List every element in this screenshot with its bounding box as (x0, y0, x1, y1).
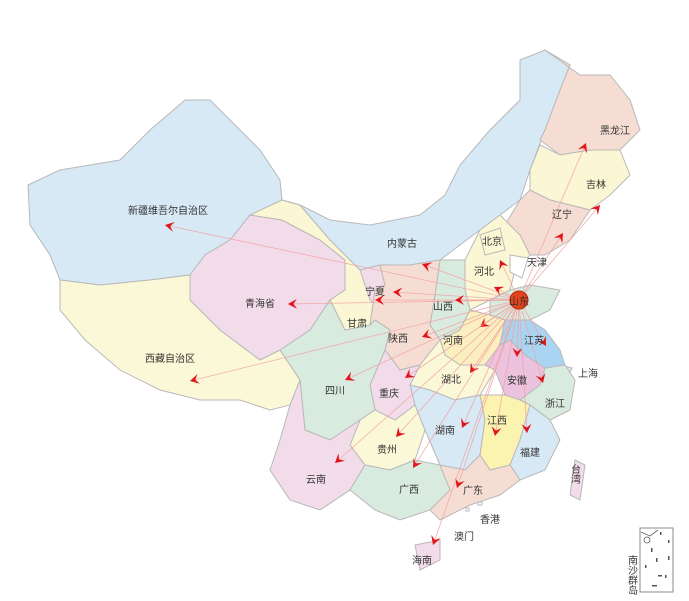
arrow-head-icon (422, 262, 433, 272)
province-label-hunan: 湖南 (435, 424, 455, 437)
province-label-xianggang: 香港 (480, 514, 500, 526)
province-label-chongqing: 重庆 (379, 387, 399, 400)
province-label-jiangxi: 江西 (487, 415, 507, 427)
arrow-head-icon (494, 286, 505, 296)
arrow-head-icon (521, 423, 532, 433)
province-label-hebei: 河北 (474, 266, 494, 278)
province-label-shanxi: 山西 (433, 301, 453, 313)
route-line (494, 299, 520, 437)
province-label-shanghai: 上海 (578, 367, 598, 380)
arrow-head-icon (288, 298, 298, 309)
province-label-jilin: 吉林 (586, 178, 606, 191)
province-label-fujian: 福建 (520, 446, 540, 459)
route-line (164, 224, 520, 301)
route-line (432, 299, 520, 546)
arrow-head-icon (393, 287, 403, 298)
province-label-aomen: 澳门 (454, 530, 474, 543)
route-line (344, 299, 520, 381)
origin-marker[interactable] (509, 290, 529, 310)
arrow-head-icon (455, 295, 464, 305)
nansha-inset: 南沙群岛 (626, 527, 674, 596)
province-label-shandong: 山东 (509, 295, 529, 308)
province-label-henan: 河南 (443, 334, 463, 347)
route-line (421, 263, 520, 301)
route-line (518, 204, 601, 301)
province-beijing[interactable] (479, 227, 506, 256)
inset-label: 南沙群岛 (626, 554, 638, 596)
province-jilin[interactable] (529, 144, 631, 211)
route-line (518, 142, 587, 301)
province-label-guizhou: 贵州 (377, 443, 397, 456)
route-line (456, 299, 520, 489)
arrow-head-icon (165, 221, 175, 232)
province-label-xinjiang: 新疆维吾尔自治区 (128, 204, 208, 217)
province-label-ningxia: 宁夏 (365, 285, 385, 298)
route-line (421, 299, 520, 338)
province-tianjin[interactable] (509, 254, 529, 279)
arrow-head-icon (190, 373, 200, 384)
arrow-head-icon (455, 477, 465, 488)
route-line (461, 299, 520, 429)
arrow-head-icon (431, 534, 441, 545)
province-label-anhui: 安徽 (507, 374, 527, 387)
arrow-head-icon (396, 426, 406, 437)
arrow-head-icon (553, 233, 563, 244)
province-xianggang[interactable] (477, 501, 483, 506)
province-label-jiangsu: 江苏 (524, 334, 544, 347)
province-label-zhejiang: 浙江 (545, 398, 565, 410)
arrow-head-icon (461, 417, 471, 428)
province-taiwan[interactable] (569, 459, 586, 501)
route-line (518, 299, 544, 384)
province-label-guangxi: 广西 (399, 484, 419, 496)
province-label-neimenggu: 内蒙古 (387, 237, 417, 250)
province-label-guangdong: 广东 (463, 484, 483, 497)
province-label-sichuan: 四川 (325, 386, 345, 397)
route-line (189, 299, 520, 382)
province-label-tianjin: 天津 (527, 257, 547, 269)
route-line (287, 299, 520, 305)
province-label-heilongjiang: 黑龙江 (600, 124, 630, 137)
province-label-qinghai: 青海省 (245, 297, 275, 310)
province-label-shaanxi: 陕西 (388, 332, 408, 345)
route-line (518, 232, 564, 301)
arrow-head-icon (590, 205, 600, 216)
arrow-head-icon (537, 335, 546, 346)
province-aomen[interactable] (465, 507, 470, 512)
province-label-liaoning: 辽宁 (552, 208, 572, 221)
province-label-xizang: 西藏自治区 (145, 352, 195, 365)
arrow-head-icon (470, 362, 480, 373)
arrow-head-icon (577, 143, 588, 154)
route-line (518, 299, 528, 434)
province-fujian[interactable] (509, 404, 561, 481)
province-label-yunnan: 云南 (306, 473, 326, 486)
province-hainan[interactable] (414, 539, 441, 571)
route-line (516, 299, 520, 358)
arrow-head-icon (491, 426, 502, 436)
province-label-beijing: 北京 (482, 235, 502, 248)
route-line (412, 299, 520, 469)
province-label-gansu: 甘肃 (347, 317, 367, 330)
arrow-head-icon (375, 295, 384, 305)
route-line (334, 299, 520, 464)
province-label-hubei: 湖北 (441, 374, 461, 386)
route-line (395, 299, 520, 438)
arrow-head-icon (422, 329, 433, 339)
province-guangdong[interactable] (429, 454, 521, 521)
route-line (392, 291, 520, 301)
province-label-hainan: 海南 (412, 554, 432, 567)
arrow-head-icon (345, 371, 356, 381)
route-line (469, 299, 520, 374)
arrow-head-icon (413, 457, 423, 468)
route-line (404, 299, 520, 379)
arrow-head-icon (335, 453, 346, 463)
arrow-head-icon (499, 260, 509, 271)
arrow-head-icon (512, 347, 523, 357)
arrow-head-icon (535, 372, 546, 383)
arrow-head-icon (405, 368, 416, 378)
province-label-taiwan: 台湾 (569, 463, 581, 485)
